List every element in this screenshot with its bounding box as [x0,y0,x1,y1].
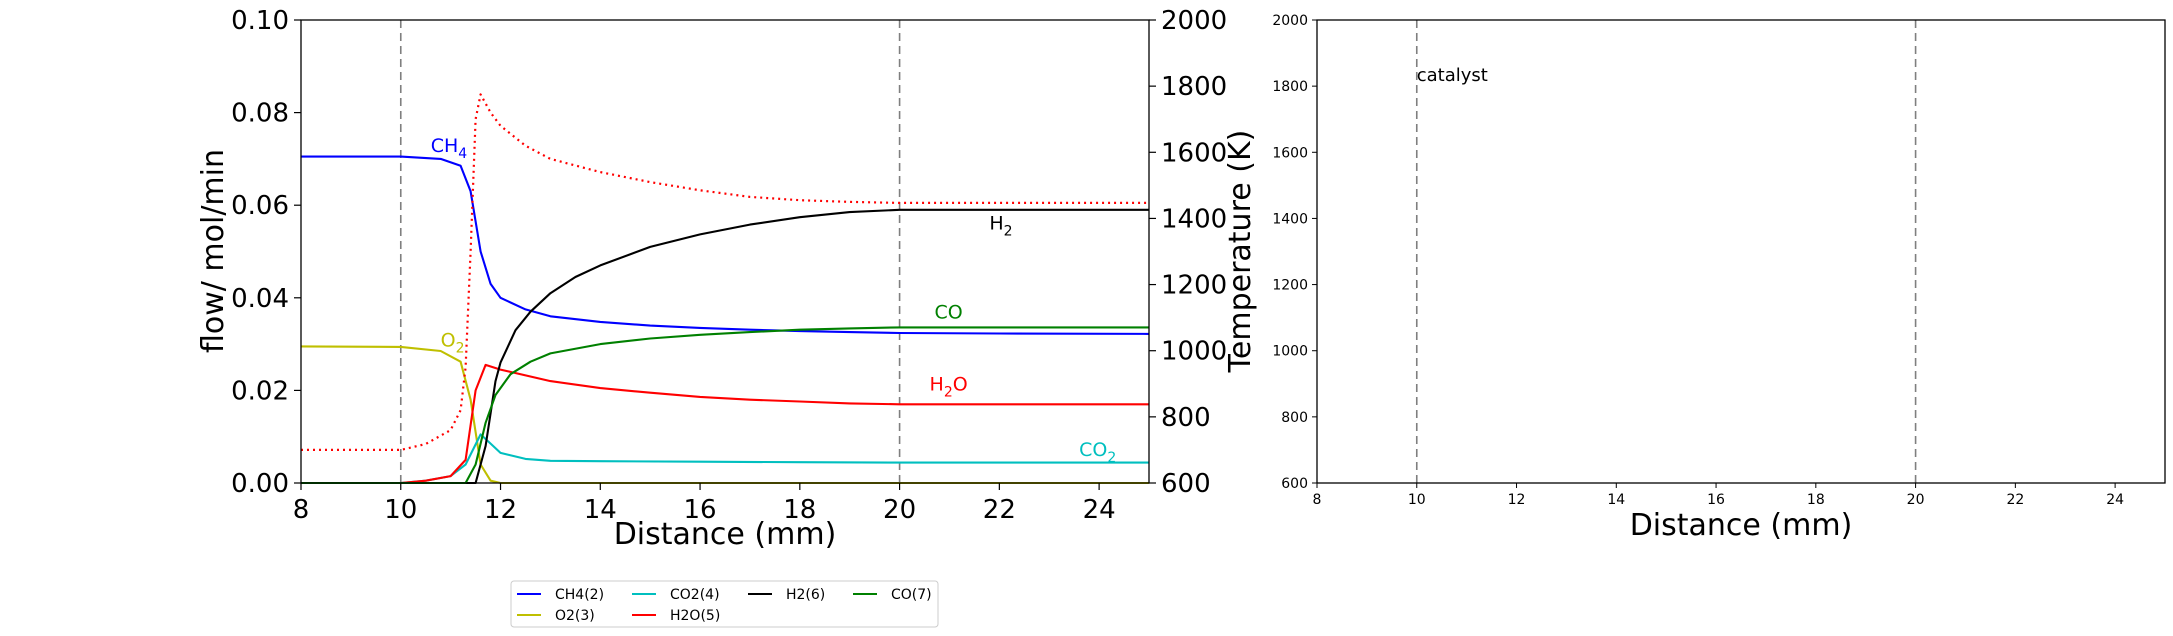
legend-label: O2(3) [555,608,595,624]
catalyst-annotation: catalyst [1417,65,1488,86]
left-y-ticks: 0.00 0.02 0.04 0.06 0.08 0.10 [231,6,301,499]
legend-label: H2O(5) [670,608,720,624]
left-y2-tick-label: 1600 [1161,138,1227,168]
temperature-series-line [301,93,1149,451]
right-x-tick-label: 20 [1907,492,1925,508]
legend-label: CH4(2) [555,587,604,603]
right-annotations: catalyst [1417,65,1488,86]
right-x-tick-label: 18 [1807,492,1825,508]
left-series [300,93,1150,485]
right-chart: 8 10 12 14 16 18 20 22 24 600 800 1000 1200 1400 1600… [1272,13,2166,543]
left-plot-frame [300,19,1150,484]
left-y-tick-label: 0.10 [231,6,289,36]
left-annotations: CH4 O2 H2 CO H2O CO2 [431,135,1117,466]
series-line-h2o5 [301,363,1149,485]
species-annotation: CH4 [431,135,468,162]
right-x-tick-label: 16 [1707,492,1725,508]
right-vlines [1415,20,1917,483]
series-line-h26 [301,208,1149,485]
left-vlines [399,20,901,483]
left-y-tick-label: 0.02 [231,376,289,406]
right-x-tick-label: 12 [1508,492,1526,508]
series-line-o23 [300,345,1149,485]
right-x-tick-label: 14 [1607,492,1625,508]
left-y2-tick-label: 800 [1161,403,1211,433]
legend: CH4(2) CO2(4) H2(6) CO(7) O2(3) H2O(5) [510,580,939,628]
left-x-tick-label: 18 [783,495,816,525]
legend-entries: CH4(2) CO2(4) H2(6) CO(7) O2(3) H2O(5) [517,587,932,624]
right-y-tick-label: 2000 [1272,13,1308,29]
legend-frame [510,580,939,628]
left-y2-tick-label: 600 [1161,469,1211,499]
right-y-tick-label: 1200 [1272,278,1308,294]
left-x-tick-label: 10 [384,495,417,525]
species-annotation: O2 [441,329,465,356]
left-x-tick-label: 12 [484,495,517,525]
left-x-axis-label: Distance (mm) [614,517,837,552]
left-x-ticks: 8 10 12 14 16 18 20 22 24 [293,483,1116,525]
right-plot-frame [1316,19,2166,484]
right-x-ticks: 8 10 12 14 16 18 20 22 24 [1313,483,2124,508]
species-annotation: CO [935,302,963,324]
right-y-tick-label: 1600 [1272,145,1308,161]
left-x-tick-label: 24 [1083,495,1116,525]
left-y2-axis-label: Temperature (K) [1223,130,1258,374]
right-x-tick-label: 24 [2106,492,2124,508]
left-chart: 8 10 12 14 16 18 20 22 24 0.000.020.040.060.080.… [196,6,1258,552]
species-annotation: H2O [930,373,968,400]
series-line-co24 [301,433,1149,485]
species-annotation: CO2 [1079,439,1116,466]
left-x-tick-label: 8 [293,495,310,525]
left-y-tick-label: 0.00 [231,469,289,499]
left-y-axis-label: flow/ mol/min [196,149,231,353]
legend-label: H2(6) [786,587,825,603]
left-y-tick-label: 0.06 [231,191,289,221]
left-y2-tick-label: 1400 [1161,204,1227,234]
legend-label: CO(7) [891,587,932,603]
left-y2-ticks: 600 800 1000 1200 1400 1600 1800 2000 [1149,6,1227,499]
series-line-co7 [301,326,1149,485]
left-y2-tick-label: 1200 [1161,271,1227,301]
left-y2-tick-label: 1800 [1161,72,1227,102]
right-y-tick-label: 600 [1281,476,1308,492]
right-y-tick-label: 1400 [1272,211,1308,227]
right-x-tick-label: 22 [2006,492,2024,508]
left-x-tick-label: 22 [983,495,1016,525]
right-y-ticks: 600 800 1000 1200 1400 1600 1800 2000 [1272,13,1317,492]
left-y-tick-label: 0.08 [231,99,289,129]
left-x-tick-label: 16 [684,495,717,525]
right-y-tick-label: 1000 [1272,344,1308,360]
left-y2-tick-label: 2000 [1161,6,1227,36]
species-annotation: H2 [989,212,1012,239]
left-y-tick-label: 0.04 [231,284,289,314]
left-y2-tick-label: 1000 [1161,337,1227,367]
left-x-tick-label: 14 [584,495,617,525]
right-x-tick-label: 8 [1313,492,1322,508]
series-line-ch42 [301,155,1150,335]
right-x-tick-label: 10 [1408,492,1426,508]
right-y-tick-label: 1800 [1272,79,1308,95]
legend-label: CO2(4) [670,587,720,603]
right-x-axis-label: Distance (mm) [1630,508,1853,543]
left-x-tick-label: 20 [883,495,916,525]
right-y-tick-label: 800 [1281,410,1308,426]
